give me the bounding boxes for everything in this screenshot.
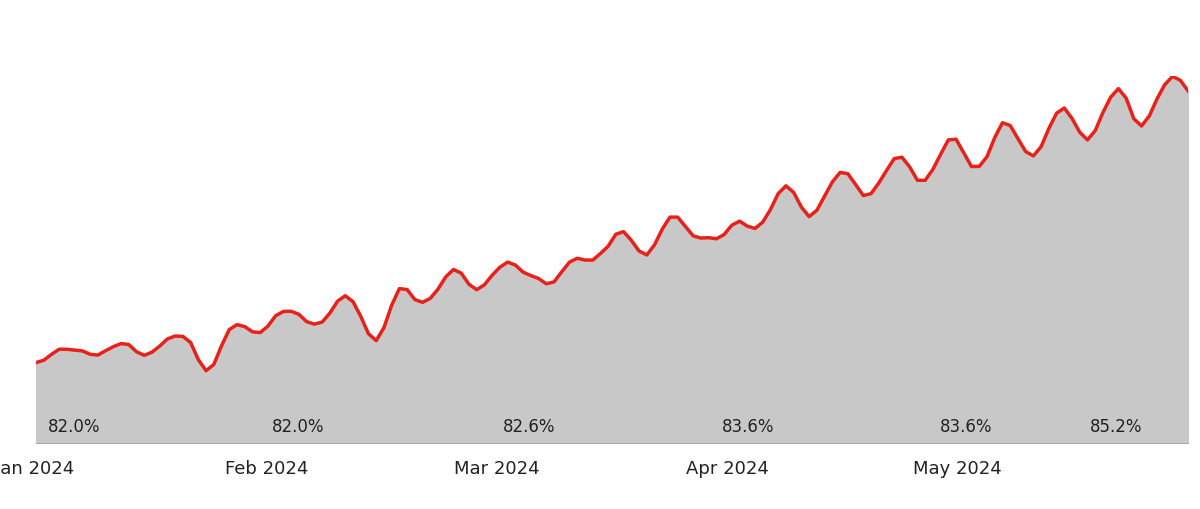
Text: 85.2%: 85.2% — [1090, 417, 1142, 435]
Text: 82.0%: 82.0% — [48, 417, 100, 435]
Text: 83.6%: 83.6% — [941, 417, 992, 435]
Text: 82.6%: 82.6% — [503, 417, 556, 435]
Text: Occupancy Trend: Occupancy Trend — [22, 20, 395, 59]
Text: 82.0%: 82.0% — [272, 417, 325, 435]
Text: 83.6%: 83.6% — [721, 417, 774, 435]
